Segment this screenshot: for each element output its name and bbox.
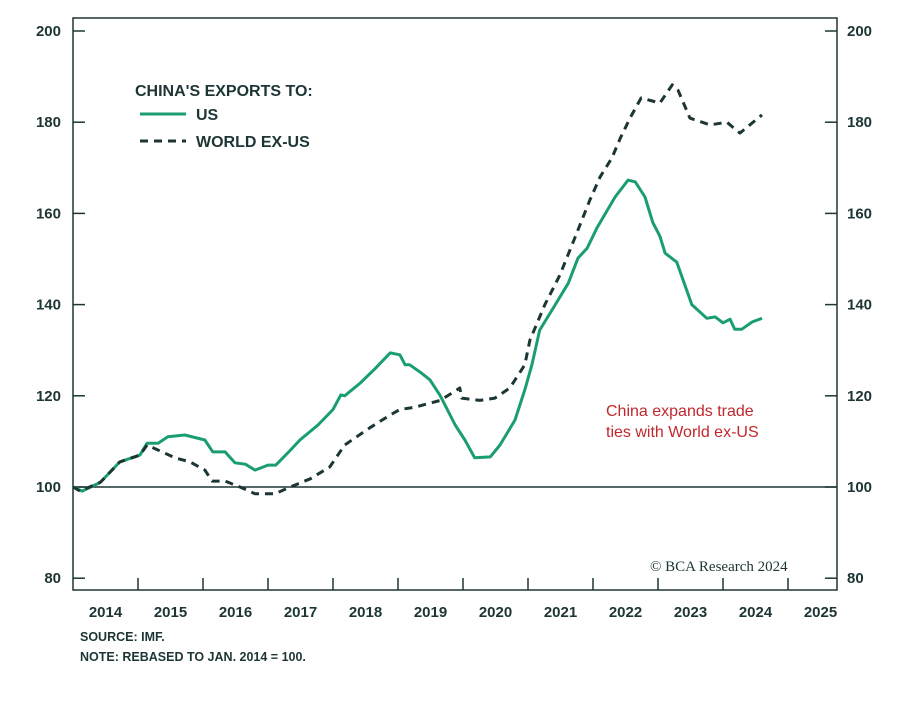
y-tick-label-right: 200: [847, 23, 872, 40]
y-tick-label-left: 180: [36, 114, 61, 131]
x-tick-label: 2020: [479, 604, 512, 621]
y-tick-label-right: 120: [847, 388, 872, 405]
y-tick-label-left: 100: [36, 479, 61, 496]
x-tick-label: 2022: [609, 604, 642, 621]
y-tick-label-right: 160: [847, 205, 872, 222]
x-tick-label: 2019: [414, 604, 447, 621]
x-tick-label: 2023: [674, 604, 707, 621]
x-tick-label: 2024: [739, 604, 773, 621]
y-tick-label-left: 200: [36, 23, 61, 40]
y-tick-label-left: 80: [44, 570, 61, 587]
y-tick-label-left: 140: [36, 297, 61, 314]
source-note: SOURCE: IMF.: [80, 630, 165, 644]
x-tick-label: 2018: [349, 604, 382, 621]
y-tick-label-right: 180: [847, 114, 872, 131]
axes: 80 80 100 100 120 120 140 140 160 160 180 180 200 200…: [36, 17, 872, 621]
y-tick-label-right: 140: [847, 297, 872, 314]
x-tick-label: 2021: [544, 604, 577, 621]
y-tick-label-right: 100: [847, 479, 872, 496]
series-line-world-ex-us: [72, 83, 763, 496]
x-tick-label: 2017: [284, 604, 317, 621]
annotation-line-2: ties with World ex-US: [606, 424, 759, 441]
rebase-note: NOTE: REBASED TO JAN. 2014 = 100.: [80, 650, 306, 664]
copyright: © BCA Research 2024: [650, 559, 788, 575]
annotation-line-1: China expands trade: [606, 403, 754, 420]
x-tick-label: 2025: [804, 604, 837, 621]
legend-title: CHINA'S EXPORTS TO:: [135, 83, 313, 100]
x-tick-label: 2016: [219, 604, 252, 621]
y-tick-label-left: 160: [36, 205, 61, 222]
x-tick-label: 2015: [154, 604, 187, 621]
y-tick-label-right: 80: [847, 570, 864, 587]
legend-label-us: US: [196, 107, 219, 124]
legend-label-world: WORLD EX-US: [196, 134, 310, 151]
legend: CHINA'S EXPORTS TO: US WORLD EX-US: [135, 83, 313, 151]
series-lines: [72, 83, 763, 496]
x-tick-label: 2014: [89, 604, 123, 621]
y-tick-label-left: 120: [36, 388, 61, 405]
series-line-us: [72, 178, 763, 493]
plot-frame: [72, 17, 838, 591]
